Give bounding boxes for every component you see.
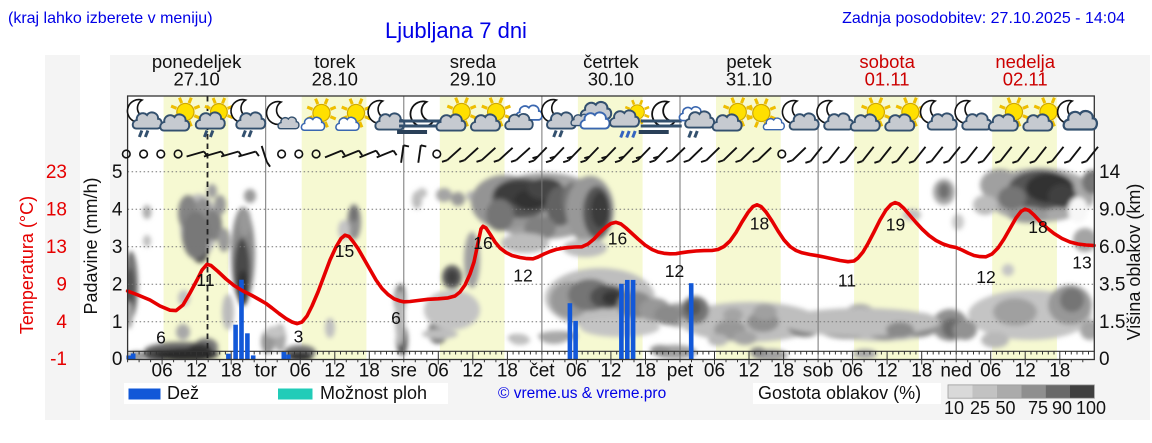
svg-text:3.5: 3.5 (1099, 274, 1125, 295)
svg-text:28.10: 28.10 (312, 69, 358, 90)
svg-text:Možnost ploh: Možnost ploh (320, 383, 427, 403)
svg-text:18: 18 (1049, 361, 1070, 382)
svg-text:9.0: 9.0 (1099, 199, 1125, 220)
svg-text:© vreme.us & vreme.pro: © vreme.us & vreme.pro (498, 385, 666, 402)
svg-text:16: 16 (608, 229, 627, 249)
svg-text:18: 18 (221, 361, 242, 382)
svg-text:10: 10 (944, 398, 964, 418)
svg-text:75: 75 (1028, 398, 1048, 418)
svg-text:12: 12 (665, 261, 684, 281)
svg-text:18: 18 (359, 361, 380, 382)
svg-text:Zadnja posodobitev: 27.10.2025: Zadnja posodobitev: 27.10.2025 - 14:04 (842, 10, 1125, 27)
svg-text:30.10: 30.10 (588, 69, 634, 90)
svg-text:06: 06 (980, 361, 1001, 382)
svg-text:12: 12 (1015, 361, 1036, 382)
svg-text:čet: čet (529, 361, 555, 382)
svg-text:pet: pet (667, 361, 694, 382)
svg-text:0: 0 (1099, 349, 1110, 370)
svg-text:18: 18 (1028, 217, 1047, 237)
svg-text:Dež: Dež (167, 383, 199, 403)
svg-text:6: 6 (391, 308, 401, 328)
svg-text:31.10: 31.10 (726, 69, 772, 90)
svg-text:12: 12 (513, 266, 532, 286)
svg-text:Višina oblakov (km): Višina oblakov (km) (1124, 184, 1144, 341)
svg-text:3: 3 (294, 327, 304, 347)
svg-text:06: 06 (152, 361, 173, 382)
svg-text:12: 12 (462, 361, 483, 382)
svg-text:nedelja: nedelja (995, 51, 1055, 72)
svg-text:06: 06 (842, 361, 863, 382)
svg-text:Padavine (mm/h): Padavine (mm/h) (81, 177, 101, 314)
svg-text:tor: tor (255, 361, 278, 382)
svg-text:Ljubljana 7 dni: Ljubljana 7 dni (385, 18, 527, 43)
svg-text:3: 3 (112, 237, 123, 258)
svg-text:12: 12 (324, 361, 345, 382)
svg-text:06: 06 (290, 361, 311, 382)
svg-text:13: 13 (46, 237, 67, 258)
svg-text:ponedeljek: ponedeljek (152, 51, 242, 72)
svg-text:4: 4 (112, 199, 123, 220)
svg-text:5: 5 (112, 162, 123, 183)
svg-text:18: 18 (635, 361, 656, 382)
svg-text:19: 19 (886, 215, 905, 235)
svg-text:18: 18 (750, 214, 769, 234)
svg-text:12: 12 (600, 361, 621, 382)
svg-text:02.11: 02.11 (1003, 69, 1048, 90)
svg-text:18: 18 (911, 361, 932, 382)
svg-text:18: 18 (773, 361, 794, 382)
svg-text:12: 12 (976, 267, 995, 287)
svg-text:6.0: 6.0 (1099, 237, 1125, 258)
svg-text:petek: petek (726, 51, 772, 72)
svg-text:18: 18 (497, 361, 518, 382)
svg-text:06: 06 (704, 361, 725, 382)
svg-text:01.11: 01.11 (865, 69, 910, 90)
svg-text:4: 4 (56, 312, 67, 333)
svg-text:11: 11 (838, 271, 856, 291)
svg-text:06: 06 (428, 361, 449, 382)
svg-text:12: 12 (738, 361, 759, 382)
svg-text:12: 12 (877, 361, 898, 382)
svg-text:29.10: 29.10 (450, 69, 496, 90)
svg-text:06: 06 (566, 361, 587, 382)
svg-text:Gostota oblakov (%): Gostota oblakov (%) (758, 383, 921, 403)
svg-text:23: 23 (46, 162, 67, 183)
svg-text:50: 50 (995, 398, 1015, 418)
svg-text:torek: torek (314, 51, 356, 72)
svg-text:sreda: sreda (450, 51, 497, 72)
svg-text:16: 16 (473, 233, 492, 253)
svg-text:sobota: sobota (859, 51, 915, 72)
svg-text:15: 15 (335, 241, 354, 261)
svg-text:18: 18 (46, 199, 67, 220)
svg-text:14: 14 (1099, 162, 1121, 183)
svg-text:1.5: 1.5 (1099, 312, 1125, 333)
svg-text:6: 6 (156, 328, 166, 348)
svg-text:0: 0 (112, 349, 123, 370)
svg-text:Temperatura (°C): Temperatura (°C) (17, 196, 37, 334)
svg-text:100: 100 (1076, 398, 1106, 418)
svg-text:25: 25 (970, 398, 990, 418)
svg-text:2: 2 (112, 274, 123, 295)
svg-text:13: 13 (1072, 253, 1091, 273)
svg-text:27.10: 27.10 (173, 69, 219, 90)
svg-text:sre: sre (391, 361, 417, 382)
svg-text:1: 1 (112, 312, 123, 333)
svg-text:90: 90 (1052, 398, 1072, 418)
svg-text:sob: sob (803, 361, 834, 382)
svg-text:četrtek: četrtek (583, 51, 639, 72)
svg-text:9: 9 (56, 274, 67, 295)
svg-text:-1: -1 (50, 349, 67, 370)
svg-text:12: 12 (186, 361, 207, 382)
svg-text:(kraj lahko izberete v meniju): (kraj lahko izberete v meniju) (8, 10, 213, 27)
svg-text:ned: ned (940, 361, 972, 382)
svg-text:11: 11 (196, 270, 214, 290)
